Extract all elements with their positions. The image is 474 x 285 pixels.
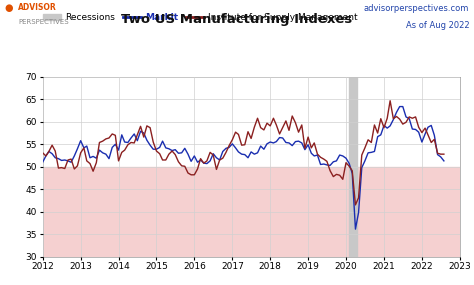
Text: ●: ● [5, 3, 13, 13]
Bar [349, 77, 357, 256]
Text: Two US Manufacturing Indexes: Two US Manufacturing Indexes [121, 13, 353, 26]
Text: ADVISOR: ADVISOR [18, 3, 57, 12]
Legend: Recessions, Markit, Institute for Supply Management: Recessions, Markit, Institute for Supply… [43, 13, 358, 22]
Text: PERSPECTIVES: PERSPECTIVES [18, 19, 69, 25]
Text: advisorperspectives.com: advisorperspectives.com [364, 4, 469, 13]
Text: As of Aug 2022: As of Aug 2022 [406, 21, 469, 30]
Bar [43, 167, 460, 256]
